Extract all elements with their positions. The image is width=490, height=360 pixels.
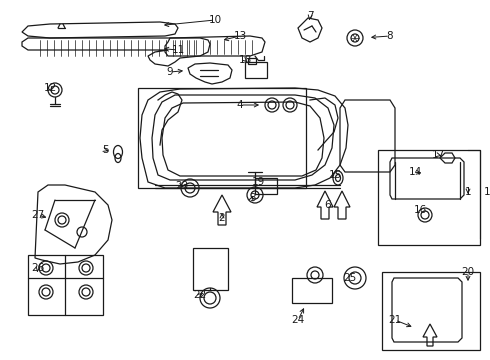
Text: 4: 4 [237,100,244,110]
Text: 27: 27 [31,210,45,220]
Text: 23: 23 [175,181,189,191]
Text: 2: 2 [219,213,225,223]
Text: 11: 11 [172,45,185,55]
Text: 5: 5 [102,145,108,155]
Bar [382,272,480,350]
Text: 1: 1 [465,187,471,197]
Bar [255,178,277,194]
Text: 3: 3 [249,193,255,203]
Bar [193,248,228,290]
Bar [248,58,256,64]
Text: 10: 10 [208,15,221,25]
Text: 20: 20 [462,267,474,277]
Text: 15: 15 [328,170,342,180]
Text: 18: 18 [238,55,252,65]
Text: 19: 19 [251,177,265,187]
Text: 25: 25 [343,273,357,283]
Bar [245,62,267,78]
Text: 17: 17 [431,150,444,160]
Bar [28,255,103,315]
Bar [138,88,306,188]
Text: 22: 22 [194,290,207,300]
Text: 16: 16 [414,205,427,215]
Bar [378,150,480,245]
Text: 12: 12 [44,83,57,93]
Text: 6: 6 [325,200,331,210]
Text: 14: 14 [408,167,421,177]
Text: 21: 21 [389,315,402,325]
Text: 1: 1 [484,187,490,197]
Text: 26: 26 [31,263,45,273]
Text: 9: 9 [167,67,173,77]
Text: 13: 13 [233,31,246,41]
Text: 8: 8 [387,31,393,41]
Bar [292,278,332,303]
Text: 24: 24 [292,315,305,325]
Text: 7: 7 [307,11,313,21]
